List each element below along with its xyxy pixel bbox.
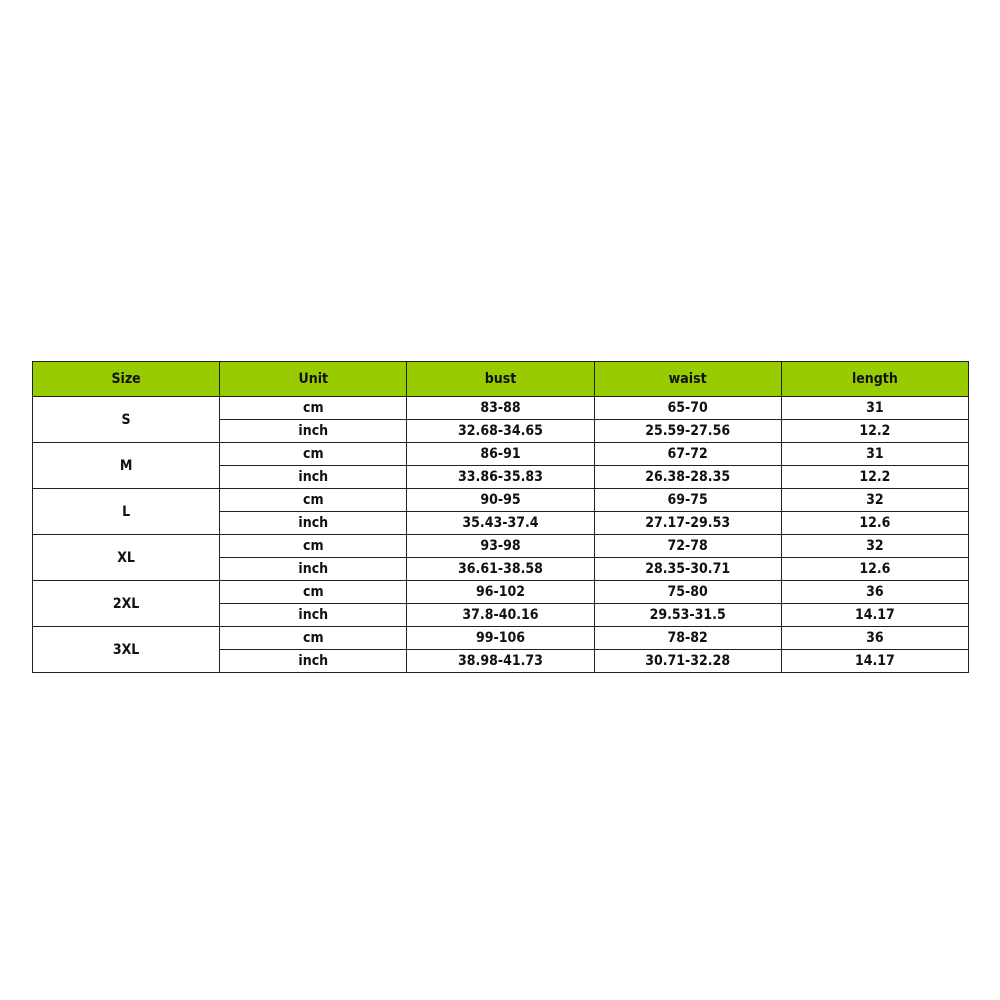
header-size: Size xyxy=(31,361,221,397)
unit-cell: cm xyxy=(219,396,408,420)
bust-cell: 35.43-37.4 xyxy=(406,511,595,535)
waist-cell: 27.17-29.53 xyxy=(593,511,782,535)
bust-cell: 86-91 xyxy=(406,442,595,466)
unit-cell: cm xyxy=(219,442,408,466)
waist-cell: 28.35-30.71 xyxy=(593,557,782,581)
unit-cell: cm xyxy=(219,534,408,558)
size-cell: XL xyxy=(31,534,221,581)
waist-cell: 69-75 xyxy=(593,488,782,512)
unit-cell: cm xyxy=(219,488,408,512)
header-row: Size Unit bust waist length xyxy=(31,361,970,397)
table-row: inch 32.68-34.65 25.59-27.56 12.2 xyxy=(33,419,970,443)
bust-cell: 83-88 xyxy=(406,396,595,420)
table-row: inch 35.43-37.4 27.17-29.53 12.6 xyxy=(33,511,970,535)
size-cell: 3XL xyxy=(31,626,221,673)
bust-cell: 90-95 xyxy=(406,488,595,512)
table-row: inch 33.86-35.83 26.38-28.35 12.2 xyxy=(33,465,970,489)
table-row: inch 36.61-38.58 28.35-30.71 12.6 xyxy=(33,557,970,581)
length-cell: 14.17 xyxy=(780,603,970,627)
size-cell: 2XL xyxy=(31,580,221,627)
waist-cell: 75-80 xyxy=(593,580,782,604)
waist-cell: 78-82 xyxy=(593,626,782,650)
size-cell: S xyxy=(31,396,221,443)
bust-cell: 32.68-34.65 xyxy=(406,419,595,443)
waist-cell: 25.59-27.56 xyxy=(593,419,782,443)
length-cell: 31 xyxy=(780,442,970,466)
header-length: length xyxy=(780,361,970,397)
length-cell: 31 xyxy=(780,396,970,420)
bust-cell: 99-106 xyxy=(406,626,595,650)
unit-cell: inch xyxy=(219,419,408,443)
table-row: inch 38.98-41.73 30.71-32.28 14.17 xyxy=(33,649,970,673)
size-cell: M xyxy=(31,442,221,489)
unit-cell: inch xyxy=(219,603,408,627)
unit-cell: inch xyxy=(219,465,408,489)
header-unit: Unit xyxy=(219,361,408,397)
unit-cell: inch xyxy=(219,649,408,673)
waist-cell: 72-78 xyxy=(593,534,782,558)
waist-cell: 29.53-31.5 xyxy=(593,603,782,627)
length-cell: 12.6 xyxy=(780,557,970,581)
length-cell: 12.6 xyxy=(780,511,970,535)
bust-cell: 37.8-40.16 xyxy=(406,603,595,627)
size-cell: L xyxy=(31,488,221,535)
bust-cell: 96-102 xyxy=(406,580,595,604)
length-cell: 36 xyxy=(780,580,970,604)
length-cell: 36 xyxy=(780,626,970,650)
table-row: 3XL cm 99-106 78-82 36 xyxy=(31,626,970,673)
header-waist: waist xyxy=(593,361,782,397)
length-cell: 14.17 xyxy=(780,649,970,673)
waist-cell: 65-70 xyxy=(593,396,782,420)
bust-cell: 36.61-38.58 xyxy=(406,557,595,581)
table-row: XL cm 93-98 72-78 32 xyxy=(31,534,970,581)
table-row: inch 37.8-40.16 29.53-31.5 14.17 xyxy=(33,603,970,627)
length-cell: 32 xyxy=(780,534,970,558)
unit-cell: cm xyxy=(219,626,408,650)
unit-cell: inch xyxy=(219,511,408,535)
header-bust: bust xyxy=(406,361,595,397)
bust-cell: 33.86-35.83 xyxy=(406,465,595,489)
waist-cell: 26.38-28.35 xyxy=(593,465,782,489)
length-cell: 12.2 xyxy=(780,419,970,443)
bust-cell: 93-98 xyxy=(406,534,595,558)
unit-cell: cm xyxy=(219,580,408,604)
waist-cell: 67-72 xyxy=(593,442,782,466)
waist-cell: 30.71-32.28 xyxy=(593,649,782,673)
bust-cell: 38.98-41.73 xyxy=(406,649,595,673)
unit-cell: inch xyxy=(219,557,408,581)
length-cell: 32 xyxy=(780,488,970,512)
length-cell: 12.2 xyxy=(780,465,970,489)
table-row: 2XL cm 96-102 75-80 36 xyxy=(31,580,970,627)
